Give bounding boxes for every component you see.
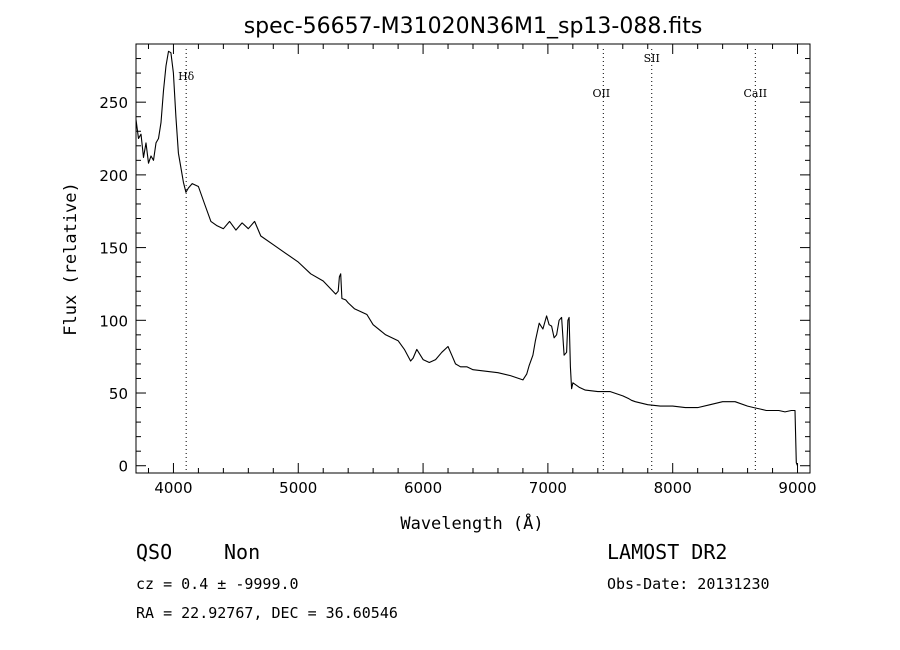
line-label-2: SII	[644, 52, 660, 65]
line-label-0: Hδ	[178, 70, 195, 83]
y-tick-label-4: 200	[99, 167, 128, 185]
x-tick-label-5: 9000	[778, 479, 816, 497]
x-tick-label-4: 8000	[654, 479, 692, 497]
x-tick-label-3: 7000	[529, 479, 567, 497]
coordinates-readout: RA = 22.92767, DEC = 36.60546	[136, 604, 398, 622]
plot-frame	[135, 43, 811, 474]
plot-area: 4000 5000 6000 7000 8000 9000 0 50 100 150 200 250 H…	[99, 43, 817, 497]
object-class: QSO	[136, 540, 173, 564]
object-subclass: Non	[224, 540, 261, 564]
y-tick-label-2: 100	[99, 312, 128, 330]
y-tick-label-5: 250	[99, 94, 128, 112]
y-tick-label-3: 150	[99, 240, 128, 258]
chart-title: spec-56657-M31020N36M1_sp13-088.fits	[244, 14, 703, 39]
y-tick-label-0: 0	[118, 458, 128, 476]
observation-date: Obs-Date: 20131230	[607, 575, 770, 593]
line-label-3: CaII	[743, 87, 767, 100]
x-tick-label-2: 6000	[404, 479, 442, 497]
y-tick-label-1: 50	[109, 385, 128, 403]
spectrum-line	[135, 50, 799, 466]
x-axis-label: Wavelength (Å)	[400, 512, 543, 534]
redshift-readout: cz = 0.4 ± -9999.0	[136, 575, 299, 593]
line-label-1: OII	[592, 87, 610, 100]
x-tick-label-0: 4000	[154, 479, 192, 497]
y-axis-label: Flux (relative)	[61, 182, 81, 336]
x-tick-label-1: 5000	[279, 479, 317, 497]
survey-name: LAMOST DR2	[607, 540, 728, 564]
